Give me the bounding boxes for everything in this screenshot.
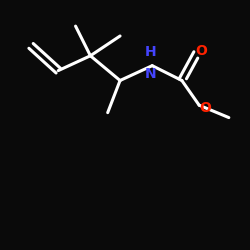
Text: N: N (145, 67, 157, 81)
Text: H: H (145, 45, 157, 59)
Text: O: O (196, 44, 207, 58)
Text: O: O (200, 101, 211, 115)
